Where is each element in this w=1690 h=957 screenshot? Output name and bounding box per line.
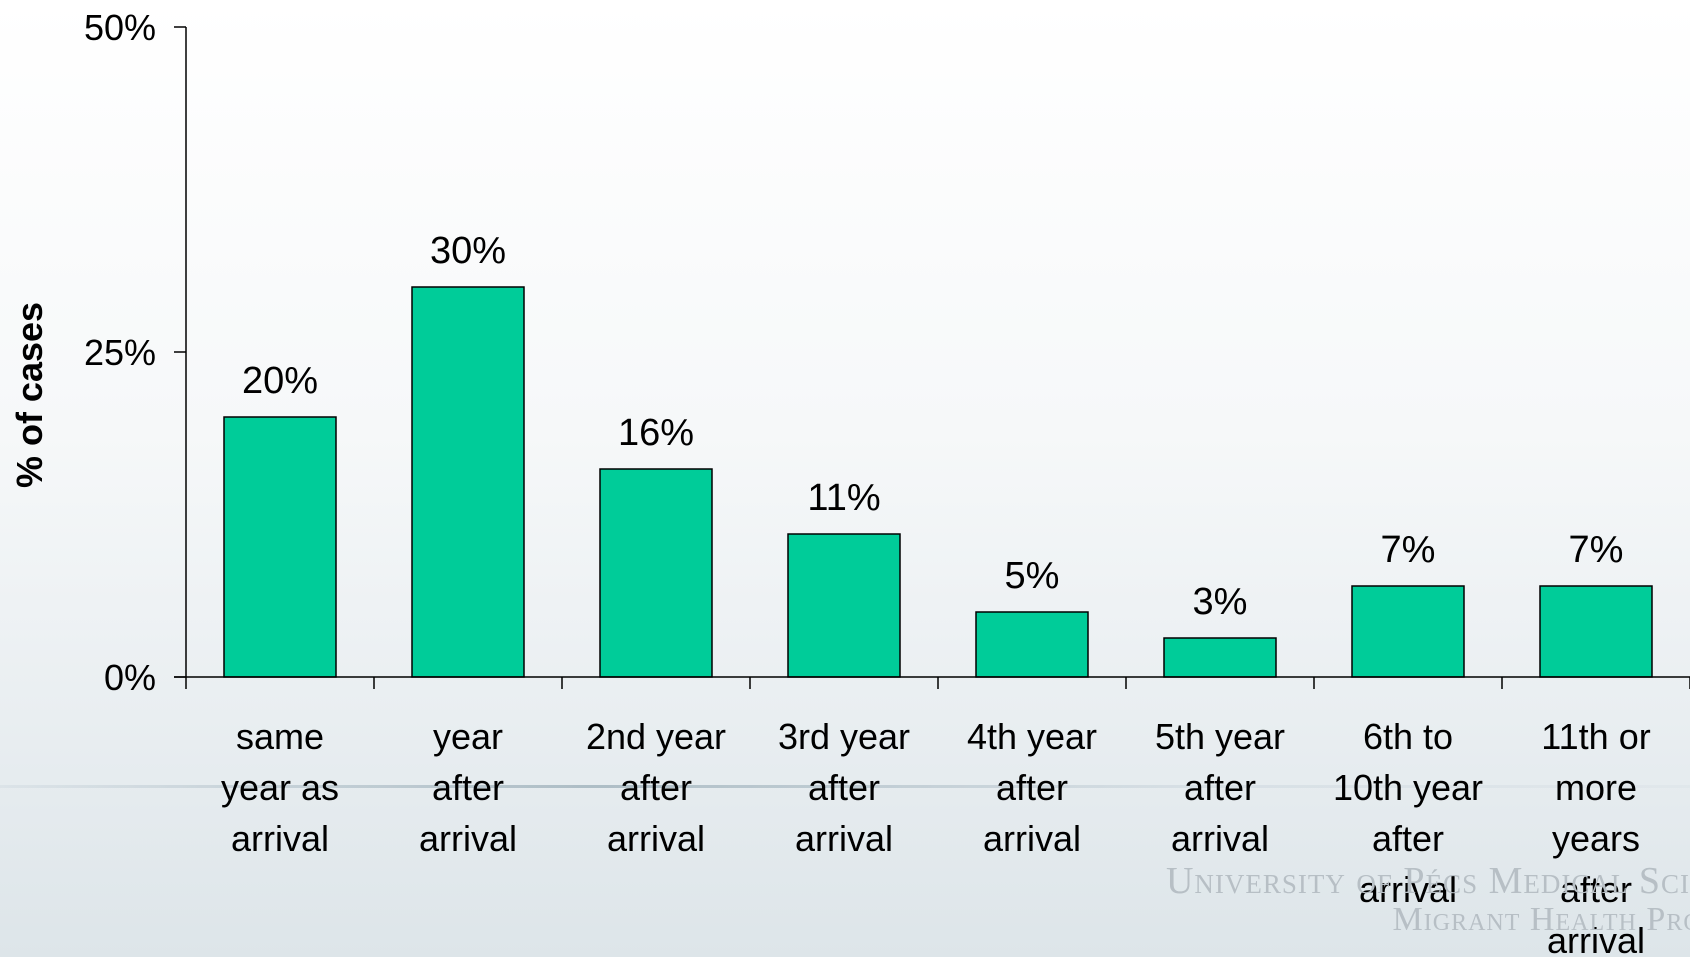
x-tick-label-line: 5th year <box>1155 716 1285 757</box>
data-label: 7% <box>1569 529 1624 571</box>
bar <box>411 286 525 678</box>
bar <box>1351 585 1465 678</box>
x-tick-label: 4th year after arrival <box>967 716 1097 859</box>
data-label: 3% <box>1193 581 1248 623</box>
x-tick-label-line: same <box>236 716 324 757</box>
x-tick-label-line: 10th year <box>1333 767 1483 808</box>
x-tick-label: 6th to 10th year after arrival <box>1333 716 1483 910</box>
bar <box>787 533 901 678</box>
x-tick-label: 2nd year after arrival <box>586 716 726 859</box>
y-axis-label: % of cases <box>9 301 50 489</box>
watermark-line-1: University of Pécs Medical Sci <box>1165 862 1690 902</box>
bar <box>1539 585 1653 678</box>
data-label: 7% <box>1381 529 1436 571</box>
x-tick-label-line: arrival <box>795 818 893 859</box>
watermark: University of Pécs Medical Sci Migrant H… <box>1130 862 1690 938</box>
x-tick-label-line: years <box>1552 818 1640 859</box>
x-tick-label-line: after <box>620 767 692 808</box>
x-tick-label-line: after <box>808 767 880 808</box>
y-tick-label: 50% <box>84 7 156 48</box>
y-tick-label: 0% <box>104 657 156 698</box>
x-tick-label-line: arrival <box>1359 869 1457 910</box>
x-tick-label-line: 3rd year <box>778 716 910 757</box>
x-tick-label-line: after <box>1560 869 1632 910</box>
bar <box>975 611 1089 678</box>
y-tick-label: 25% <box>84 332 156 373</box>
x-tick-label-line: 4th year <box>967 716 1097 757</box>
bar <box>223 416 337 678</box>
slide-decor-band <box>0 785 1690 788</box>
x-tick-label: same year as arrival <box>221 716 339 859</box>
bar <box>1163 637 1277 678</box>
watermark-line-2: Migrant Health Prog <box>1392 900 1690 938</box>
x-tick-label: 11th or more years after arrival <box>1541 716 1650 957</box>
x-tick-label-line: after <box>1372 818 1444 859</box>
x-tick-label-line: arrival <box>983 818 1081 859</box>
x-tick-label: 5th year after arrival <box>1155 716 1285 859</box>
x-tick-label-line: arrival <box>607 818 705 859</box>
data-label: 5% <box>1005 555 1060 597</box>
x-tick-label-line: after <box>996 767 1068 808</box>
x-tick-label-line: 6th to <box>1363 716 1453 757</box>
x-tick-label-line: year as <box>221 767 339 808</box>
x-tick-label-line: 2nd year <box>586 716 726 757</box>
bar <box>599 468 713 678</box>
x-tick-label-line: 11th or <box>1541 716 1650 757</box>
x-tick-label-line: arrival <box>1547 920 1645 957</box>
data-label: 16% <box>618 412 694 454</box>
data-label: 30% <box>430 230 506 272</box>
labels-group: 0% 25% 50% 20% same year as arrival 30% year afte… <box>84 7 1651 957</box>
x-tick-label: 3rd year after arrival <box>778 716 910 859</box>
x-tick-label-line: arrival <box>1171 818 1269 859</box>
x-tick-label-line: after <box>432 767 504 808</box>
x-tick-label-line: more <box>1555 767 1637 808</box>
data-label: 11% <box>807 477 880 519</box>
x-tick-label-line: after <box>1184 767 1256 808</box>
bars-group <box>223 286 1653 678</box>
data-label: 20% <box>242 360 318 402</box>
x-tick-label-line: arrival <box>419 818 517 859</box>
x-tick-label-line: arrival <box>231 818 329 859</box>
x-tick-label: year after arrival <box>419 716 517 859</box>
axes-group <box>174 26 1690 689</box>
x-tick-label-line: year <box>433 716 503 757</box>
